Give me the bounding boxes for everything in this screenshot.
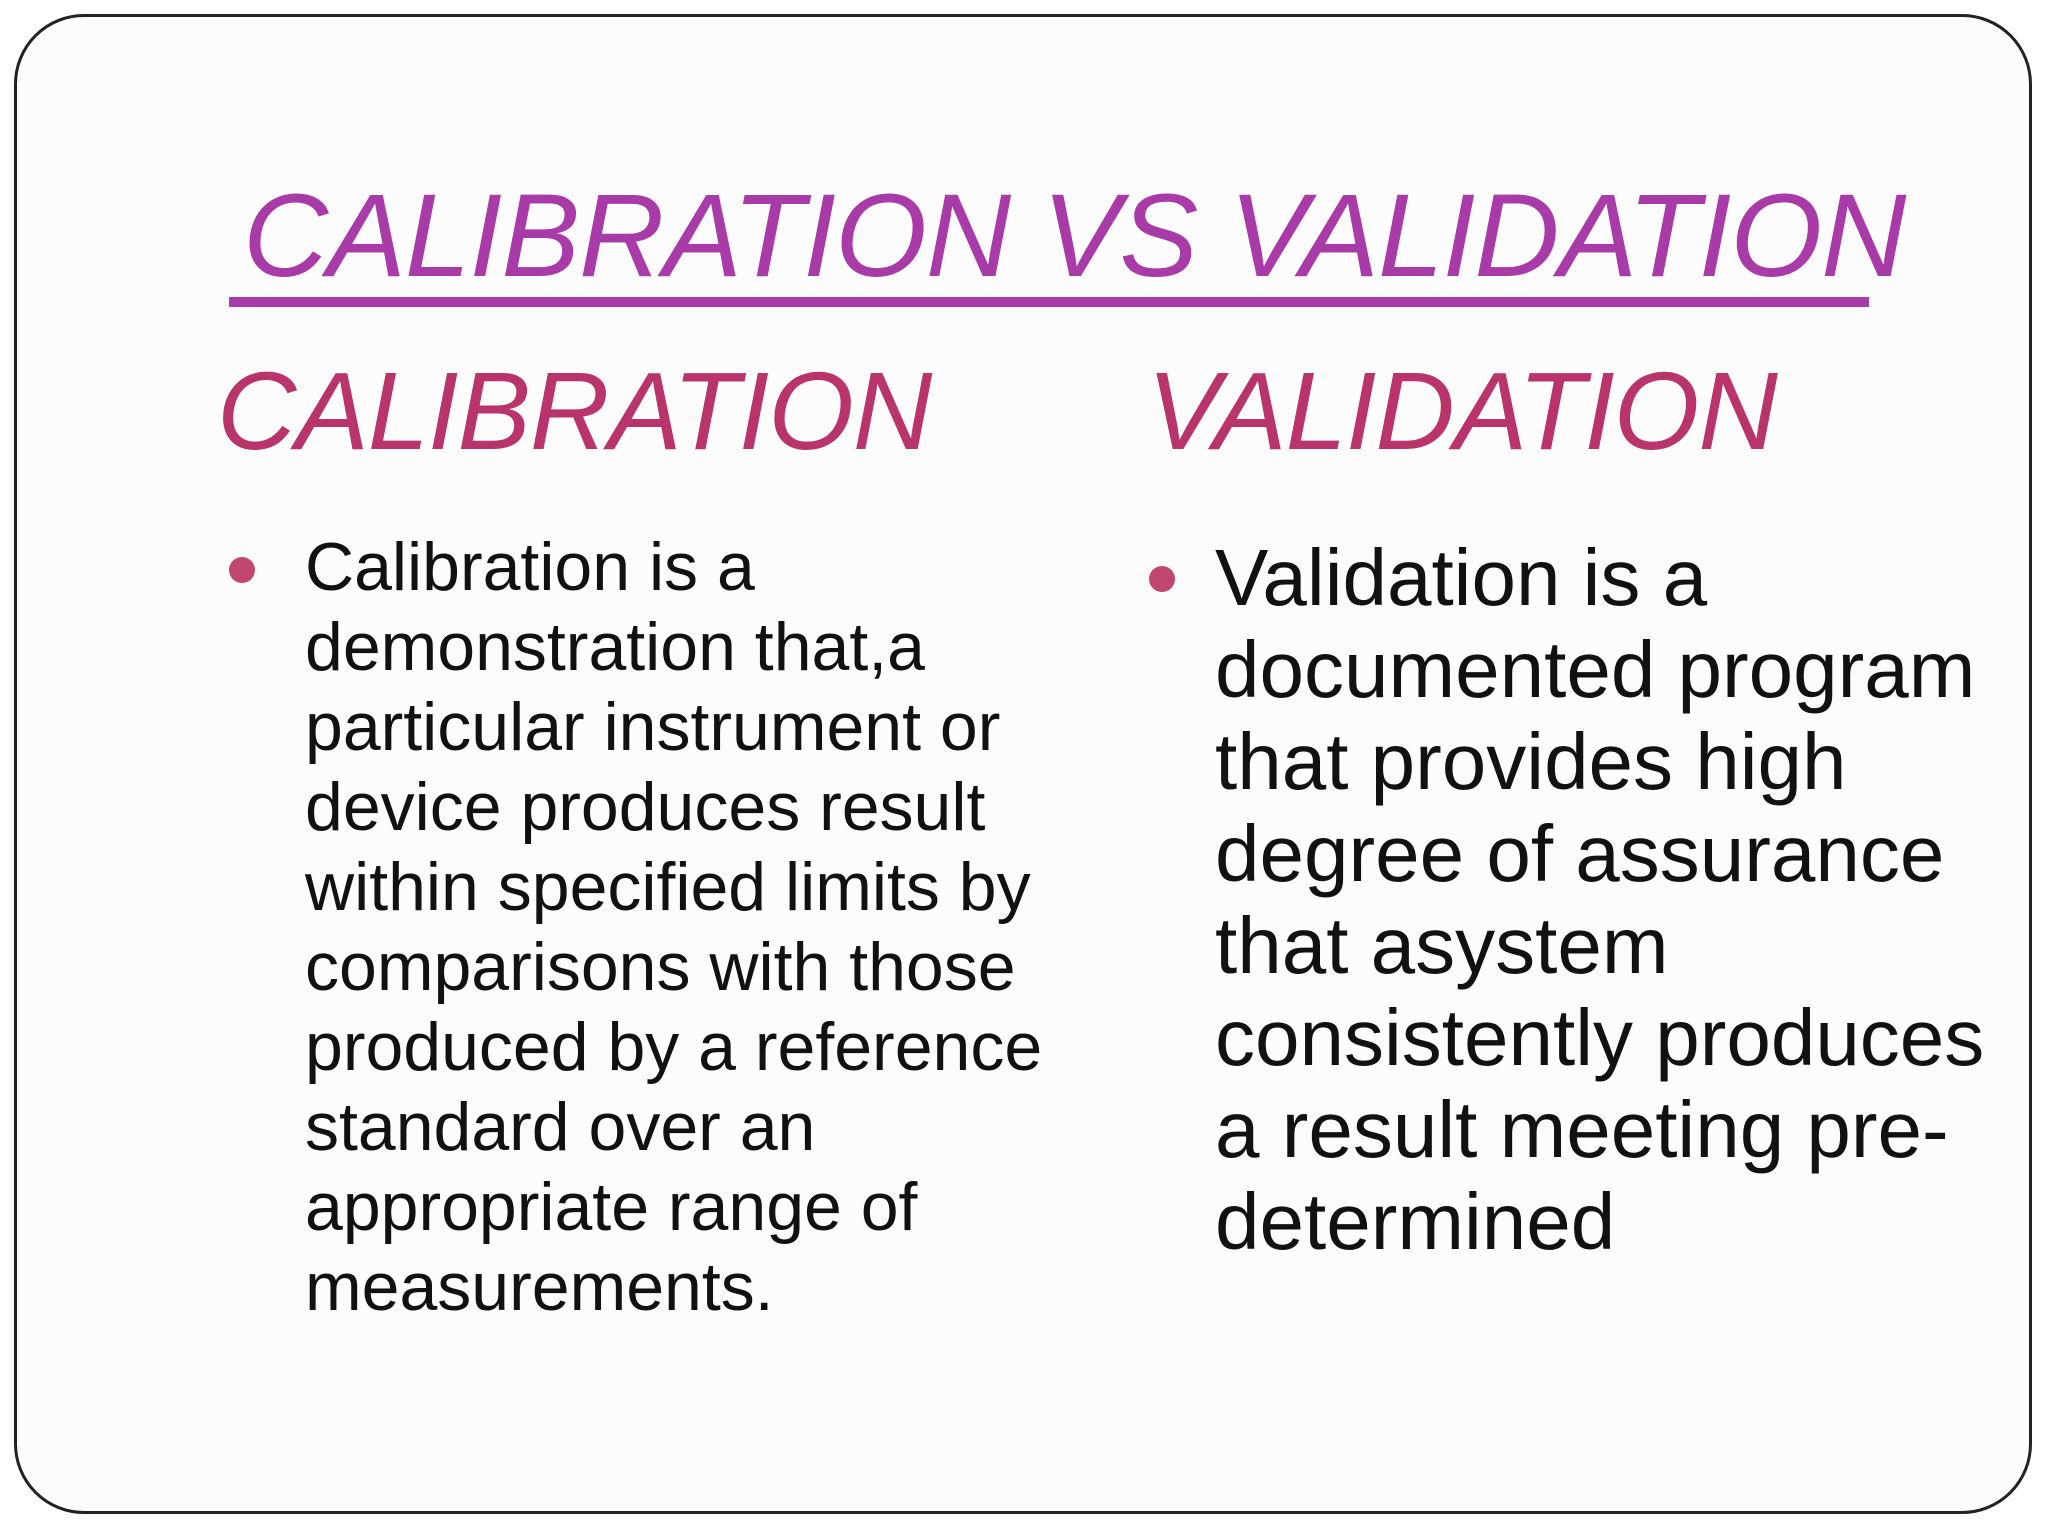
validation-definition: Validation is a documented program that … [1215,533,1985,1266]
validation-bullet: Validation is a documented program that … [1149,532,2009,1268]
bullet-dot-icon [1149,566,1175,592]
title-underline [229,297,1869,307]
validation-heading: VALIDATION [1147,350,1778,473]
bullet-dot-icon [229,557,255,583]
slide: CALIBRATION VS VALIDATION CALIBRATION VA… [14,14,2032,1514]
calibration-bullet: Calibration is a demonstration that,a pa… [229,527,1049,1327]
calibration-definition: Calibration is a demonstration that,a pa… [305,529,1043,1325]
calibration-heading: CALIBRATION [217,350,932,473]
slide-title: CALIBRATION VS VALIDATION [243,170,1906,302]
